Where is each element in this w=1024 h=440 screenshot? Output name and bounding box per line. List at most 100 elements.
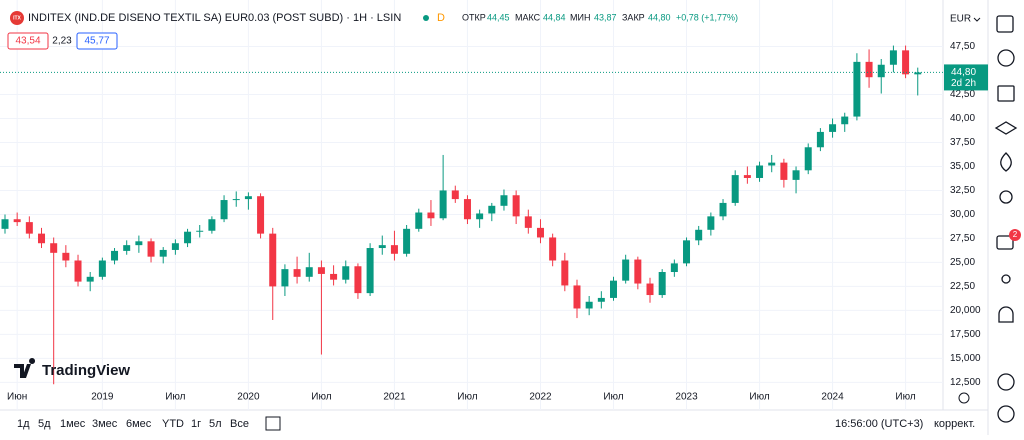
- y-tick-label: 40,00: [950, 113, 975, 124]
- ideas-icon[interactable]: [999, 190, 1013, 204]
- dom-icon[interactable]: [997, 373, 1015, 391]
- symbol-logo-text: ITX: [13, 15, 21, 21]
- currency[interactable]: EUR: [950, 14, 971, 25]
- x-tick-label: 2023: [675, 392, 698, 403]
- candle-body: [159, 249, 167, 257]
- candle-body: [524, 216, 532, 228]
- adjust[interactable]: коррект.: [934, 418, 975, 430]
- hotlist-icon[interactable]: [1000, 152, 1012, 172]
- candle-body: [683, 240, 691, 264]
- y-tick-label: 42,50: [950, 89, 975, 100]
- badge: [1009, 229, 1021, 241]
- date-range-icon[interactable]: [265, 416, 281, 431]
- last-price-tag: [944, 64, 988, 91]
- last-price-label: 44,80: [951, 67, 976, 78]
- candle-body: [902, 50, 910, 75]
- candle-body: [25, 222, 33, 234]
- badge-text: 2: [1013, 230, 1018, 239]
- low-label: МИН: [570, 12, 590, 22]
- candle-body: [585, 301, 593, 309]
- symbol-logo: [10, 11, 24, 25]
- notifications-icon[interactable]: [998, 306, 1014, 323]
- ask-box[interactable]: [76, 32, 118, 50]
- candle-body: [123, 245, 131, 251]
- candle-body: [220, 200, 228, 220]
- candle-body: [476, 213, 484, 220]
- symbol-title[interactable]: INDITEX (IND.DE DISENO TEXTIL SA) EUR0.0…: [28, 12, 401, 24]
- candle-body: [354, 266, 362, 294]
- currency-caret: [973, 17, 981, 22]
- candle-body: [889, 50, 897, 65]
- candle-body: [865, 61, 873, 78]
- candle-body: [147, 241, 155, 257]
- candle-body: [415, 212, 423, 229]
- candle-body: [634, 259, 642, 284]
- layers-icon[interactable]: [994, 121, 1018, 135]
- candle-body: [86, 276, 94, 282]
- candle-body: [366, 248, 374, 294]
- range-button[interactable]: 6мес: [126, 418, 152, 430]
- range-button[interactable]: 5д: [38, 418, 51, 430]
- y-tick-label: 27,50: [950, 233, 975, 244]
- x-tick-label: Июл: [895, 392, 915, 403]
- candle-body: [610, 280, 617, 298]
- range-button[interactable]: 1г: [191, 418, 201, 430]
- range-button[interactable]: 5л: [209, 418, 222, 430]
- candle-body: [914, 72, 922, 75]
- clock: 16:56:00 (UTC+3): [835, 418, 923, 430]
- candle-body: [98, 260, 106, 277]
- candle-body: [756, 165, 764, 178]
- range-button[interactable]: 3мес: [92, 418, 118, 430]
- candle-body: [257, 196, 265, 234]
- candle-body: [305, 267, 313, 277]
- candle-body: [171, 243, 179, 250]
- change-value: +0,78 (+1,77%): [676, 12, 738, 22]
- y-tick-label: 35,00: [950, 161, 975, 172]
- candle-body: [512, 195, 520, 217]
- candle-body: [500, 195, 508, 206]
- range-buttons: 1д 5д 1мес 3мес 6мес YTD 1г 5л Все: [17, 418, 249, 430]
- streams-icon[interactable]: [1001, 274, 1011, 284]
- news-icon[interactable]: [997, 85, 1015, 102]
- range-button[interactable]: Все: [230, 418, 249, 430]
- x-tick-label: Июл: [749, 392, 769, 403]
- chat-icon[interactable]: [996, 235, 1014, 250]
- y-tick-label: 25,00: [950, 257, 975, 268]
- y-tick-label: 17,500: [950, 329, 981, 340]
- candle-body: [244, 196, 252, 200]
- candle-body: [792, 170, 800, 180]
- candle-body: [573, 285, 581, 309]
- candle-body: [707, 216, 715, 230]
- candle-body: [561, 260, 569, 286]
- candle-body: [439, 190, 447, 219]
- x-tick-label: 2024: [821, 392, 844, 403]
- y-tick-label: 32,50: [950, 185, 975, 196]
- open-label: ОТКР: [462, 12, 486, 22]
- y-tick-label: 37,50: [950, 137, 975, 148]
- settings-icon[interactable]: [958, 392, 970, 404]
- range-button[interactable]: 1д: [17, 418, 30, 430]
- candle-body: [390, 245, 398, 254]
- y-tick-label: 22,50: [950, 281, 975, 292]
- range-button[interactable]: YTD: [162, 418, 184, 430]
- alerts-icon[interactable]: [997, 49, 1015, 67]
- candle-body: [841, 116, 849, 125]
- x-tick-label: 2019: [91, 392, 114, 403]
- candle-body: [816, 131, 824, 148]
- help-icon[interactable]: [997, 405, 1015, 423]
- range-button[interactable]: 1мес: [60, 418, 86, 430]
- y-tick-label: 30,00: [950, 209, 975, 220]
- market-status: [423, 15, 429, 21]
- watchlist-icon[interactable]: [996, 15, 1014, 33]
- candle-body: [317, 267, 325, 274]
- candle-body: [135, 241, 143, 246]
- open-value: 44,45: [487, 12, 510, 22]
- delay-flag: D: [437, 12, 445, 24]
- x-tick-label: 2020: [237, 392, 260, 403]
- candle-body: [74, 260, 82, 282]
- candle-body: [743, 175, 751, 178]
- bid-box[interactable]: [7, 32, 49, 50]
